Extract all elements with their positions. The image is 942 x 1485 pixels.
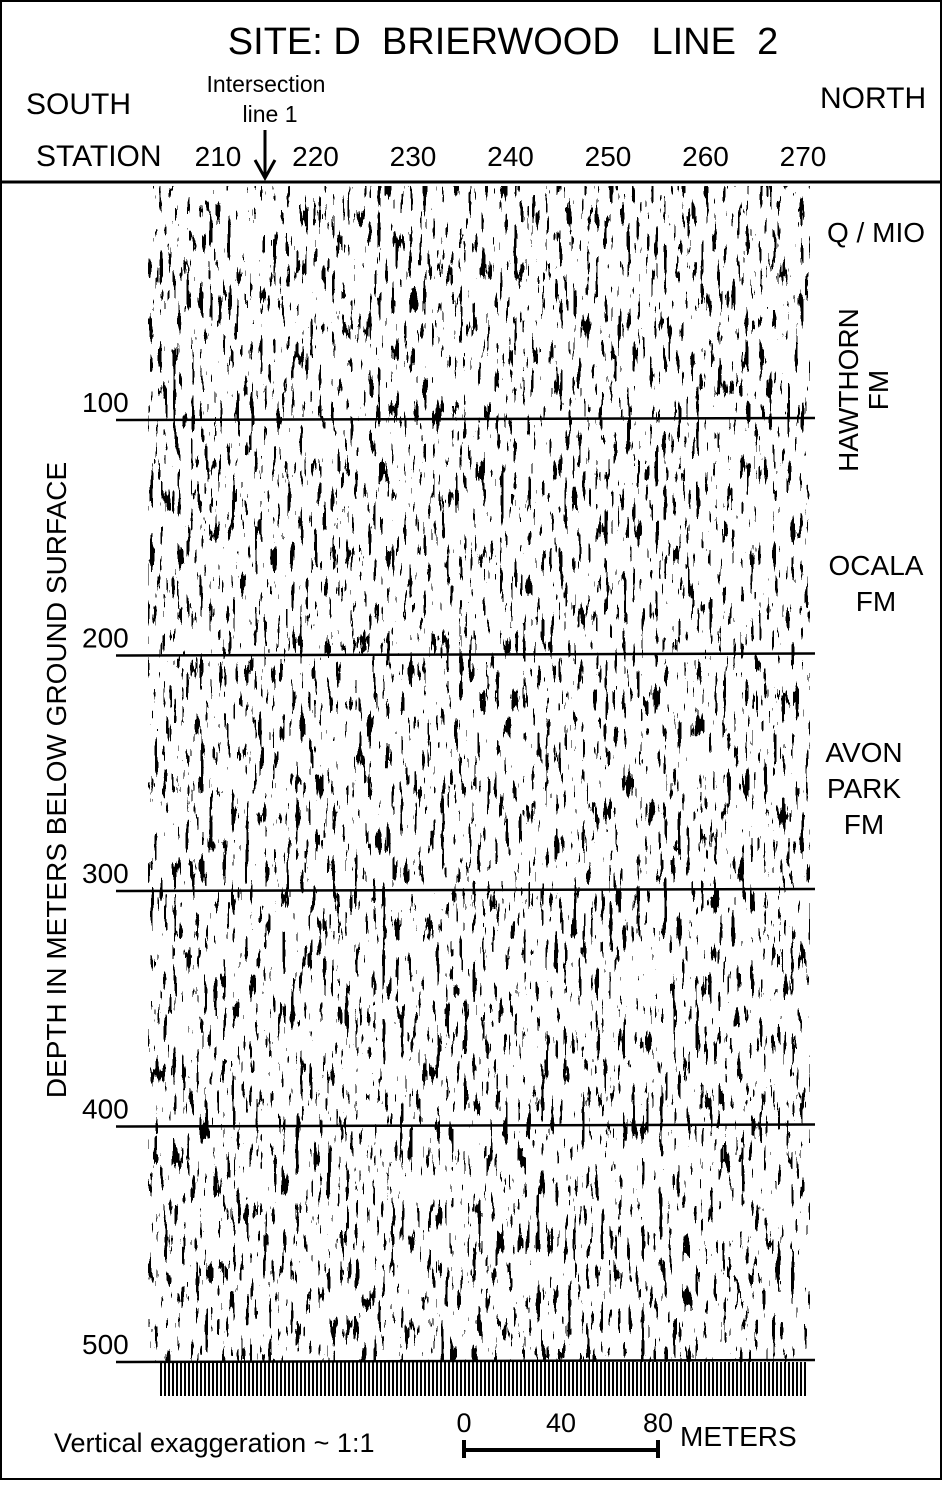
scale-tick-label: 80 xyxy=(643,1408,673,1438)
seismic-section xyxy=(148,186,810,1362)
intersection-arrow xyxy=(253,130,277,182)
formation-label: FM xyxy=(856,586,896,617)
formation-label: HAWTHORN xyxy=(833,308,864,472)
station-tick-label: 230 xyxy=(390,141,437,172)
intersection-label: Intersection xyxy=(207,71,326,97)
trace-fringe xyxy=(158,1362,808,1396)
depth-tick-label: 500 xyxy=(82,1329,129,1360)
station-tick-label: 220 xyxy=(292,141,339,172)
station-tick-label: 270 xyxy=(780,141,827,172)
depth-tick-label: 200 xyxy=(82,623,129,654)
depth-tick-label: 300 xyxy=(82,858,129,889)
scale-tick-label: 40 xyxy=(546,1408,576,1438)
formation-label: FM xyxy=(863,370,894,410)
depth-line xyxy=(115,1358,816,1364)
station-tick-label: 260 xyxy=(682,141,729,172)
station-tick-label: 250 xyxy=(585,141,632,172)
station-label: STATION xyxy=(36,140,162,173)
depth-tick-label: 100 xyxy=(82,387,129,418)
formation-label: OCALA xyxy=(829,550,924,581)
depth-line xyxy=(115,652,816,657)
scale-unit: METERS xyxy=(680,1421,797,1452)
formation-label: PARK xyxy=(827,773,901,804)
formation-label: AVON xyxy=(825,737,902,768)
station-tick-label: 240 xyxy=(487,141,534,172)
south-label: SOUTH xyxy=(26,88,131,121)
depth-line xyxy=(115,887,816,893)
depth-line xyxy=(115,1123,816,1128)
depth-line xyxy=(115,416,816,422)
scale-bar xyxy=(462,1440,660,1458)
depth-axis-label: DEPTH IN METERS BELOW GROUND SURFACE xyxy=(41,462,72,1098)
exaggeration-note: Vertical exaggeration ~ 1:1 xyxy=(54,1428,374,1458)
station-tick-label: 210 xyxy=(195,141,242,172)
north-label: NORTH xyxy=(820,82,926,115)
depth-tick-label: 400 xyxy=(82,1094,129,1125)
title: SITE: D BRIERWOOD LINE 2 xyxy=(228,21,778,63)
formation-label: FM xyxy=(844,809,884,840)
formation-label: Q / MIO xyxy=(827,217,925,248)
intersection-label: line 1 xyxy=(243,101,298,127)
scale-tick-label: 0 xyxy=(456,1408,471,1438)
